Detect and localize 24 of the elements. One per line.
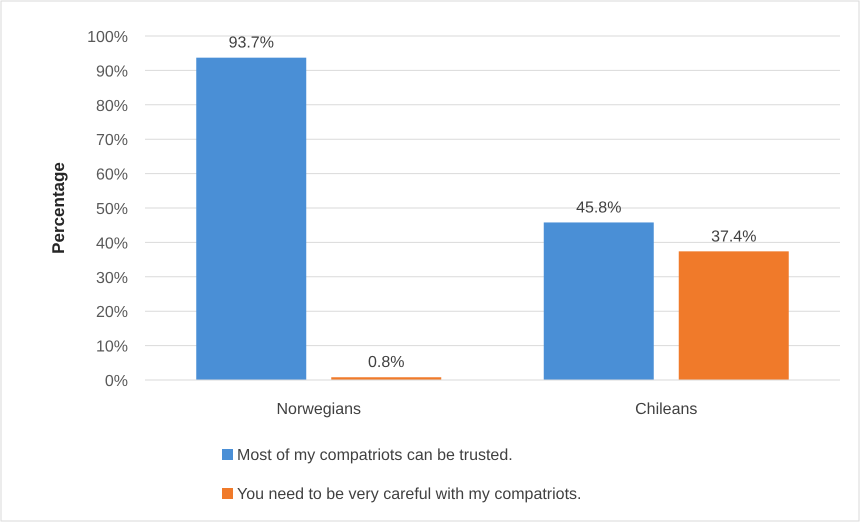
bar	[678, 251, 789, 380]
y-tick-label: 90%	[96, 63, 128, 80]
y-tick-label: 70%	[96, 132, 128, 150]
y-axis-title: Percentage	[49, 162, 68, 254]
y-tick-label: 40%	[96, 235, 128, 252]
data-label: 0.8%	[368, 354, 404, 372]
data-label: 37.4%	[711, 228, 756, 246]
y-tick-label: 80%	[96, 98, 128, 115]
legend-label: You need to be very careful with my compatriots.	[237, 486, 582, 503]
y-tick-label: 10%	[96, 338, 128, 356]
y-tick-label: 0%	[104, 373, 128, 390]
y-tick-label: 50%	[96, 201, 128, 218]
bar	[331, 377, 442, 380]
bar	[196, 58, 306, 380]
y-tick-label: 60%	[96, 166, 128, 184]
y-tick-label: 20%	[96, 304, 128, 322]
legend-label: Most of my compatriots can be trusted.	[237, 447, 513, 464]
bar	[544, 222, 654, 380]
x-tick-label: Chileans	[635, 401, 698, 418]
data-label: 93.7%	[228, 34, 274, 52]
y-tick-label: 30%	[96, 270, 128, 287]
y-tick-label: 100%	[87, 29, 128, 46]
x-tick-label: Norwegians	[276, 401, 361, 418]
data-label: 45.8%	[576, 199, 622, 216]
